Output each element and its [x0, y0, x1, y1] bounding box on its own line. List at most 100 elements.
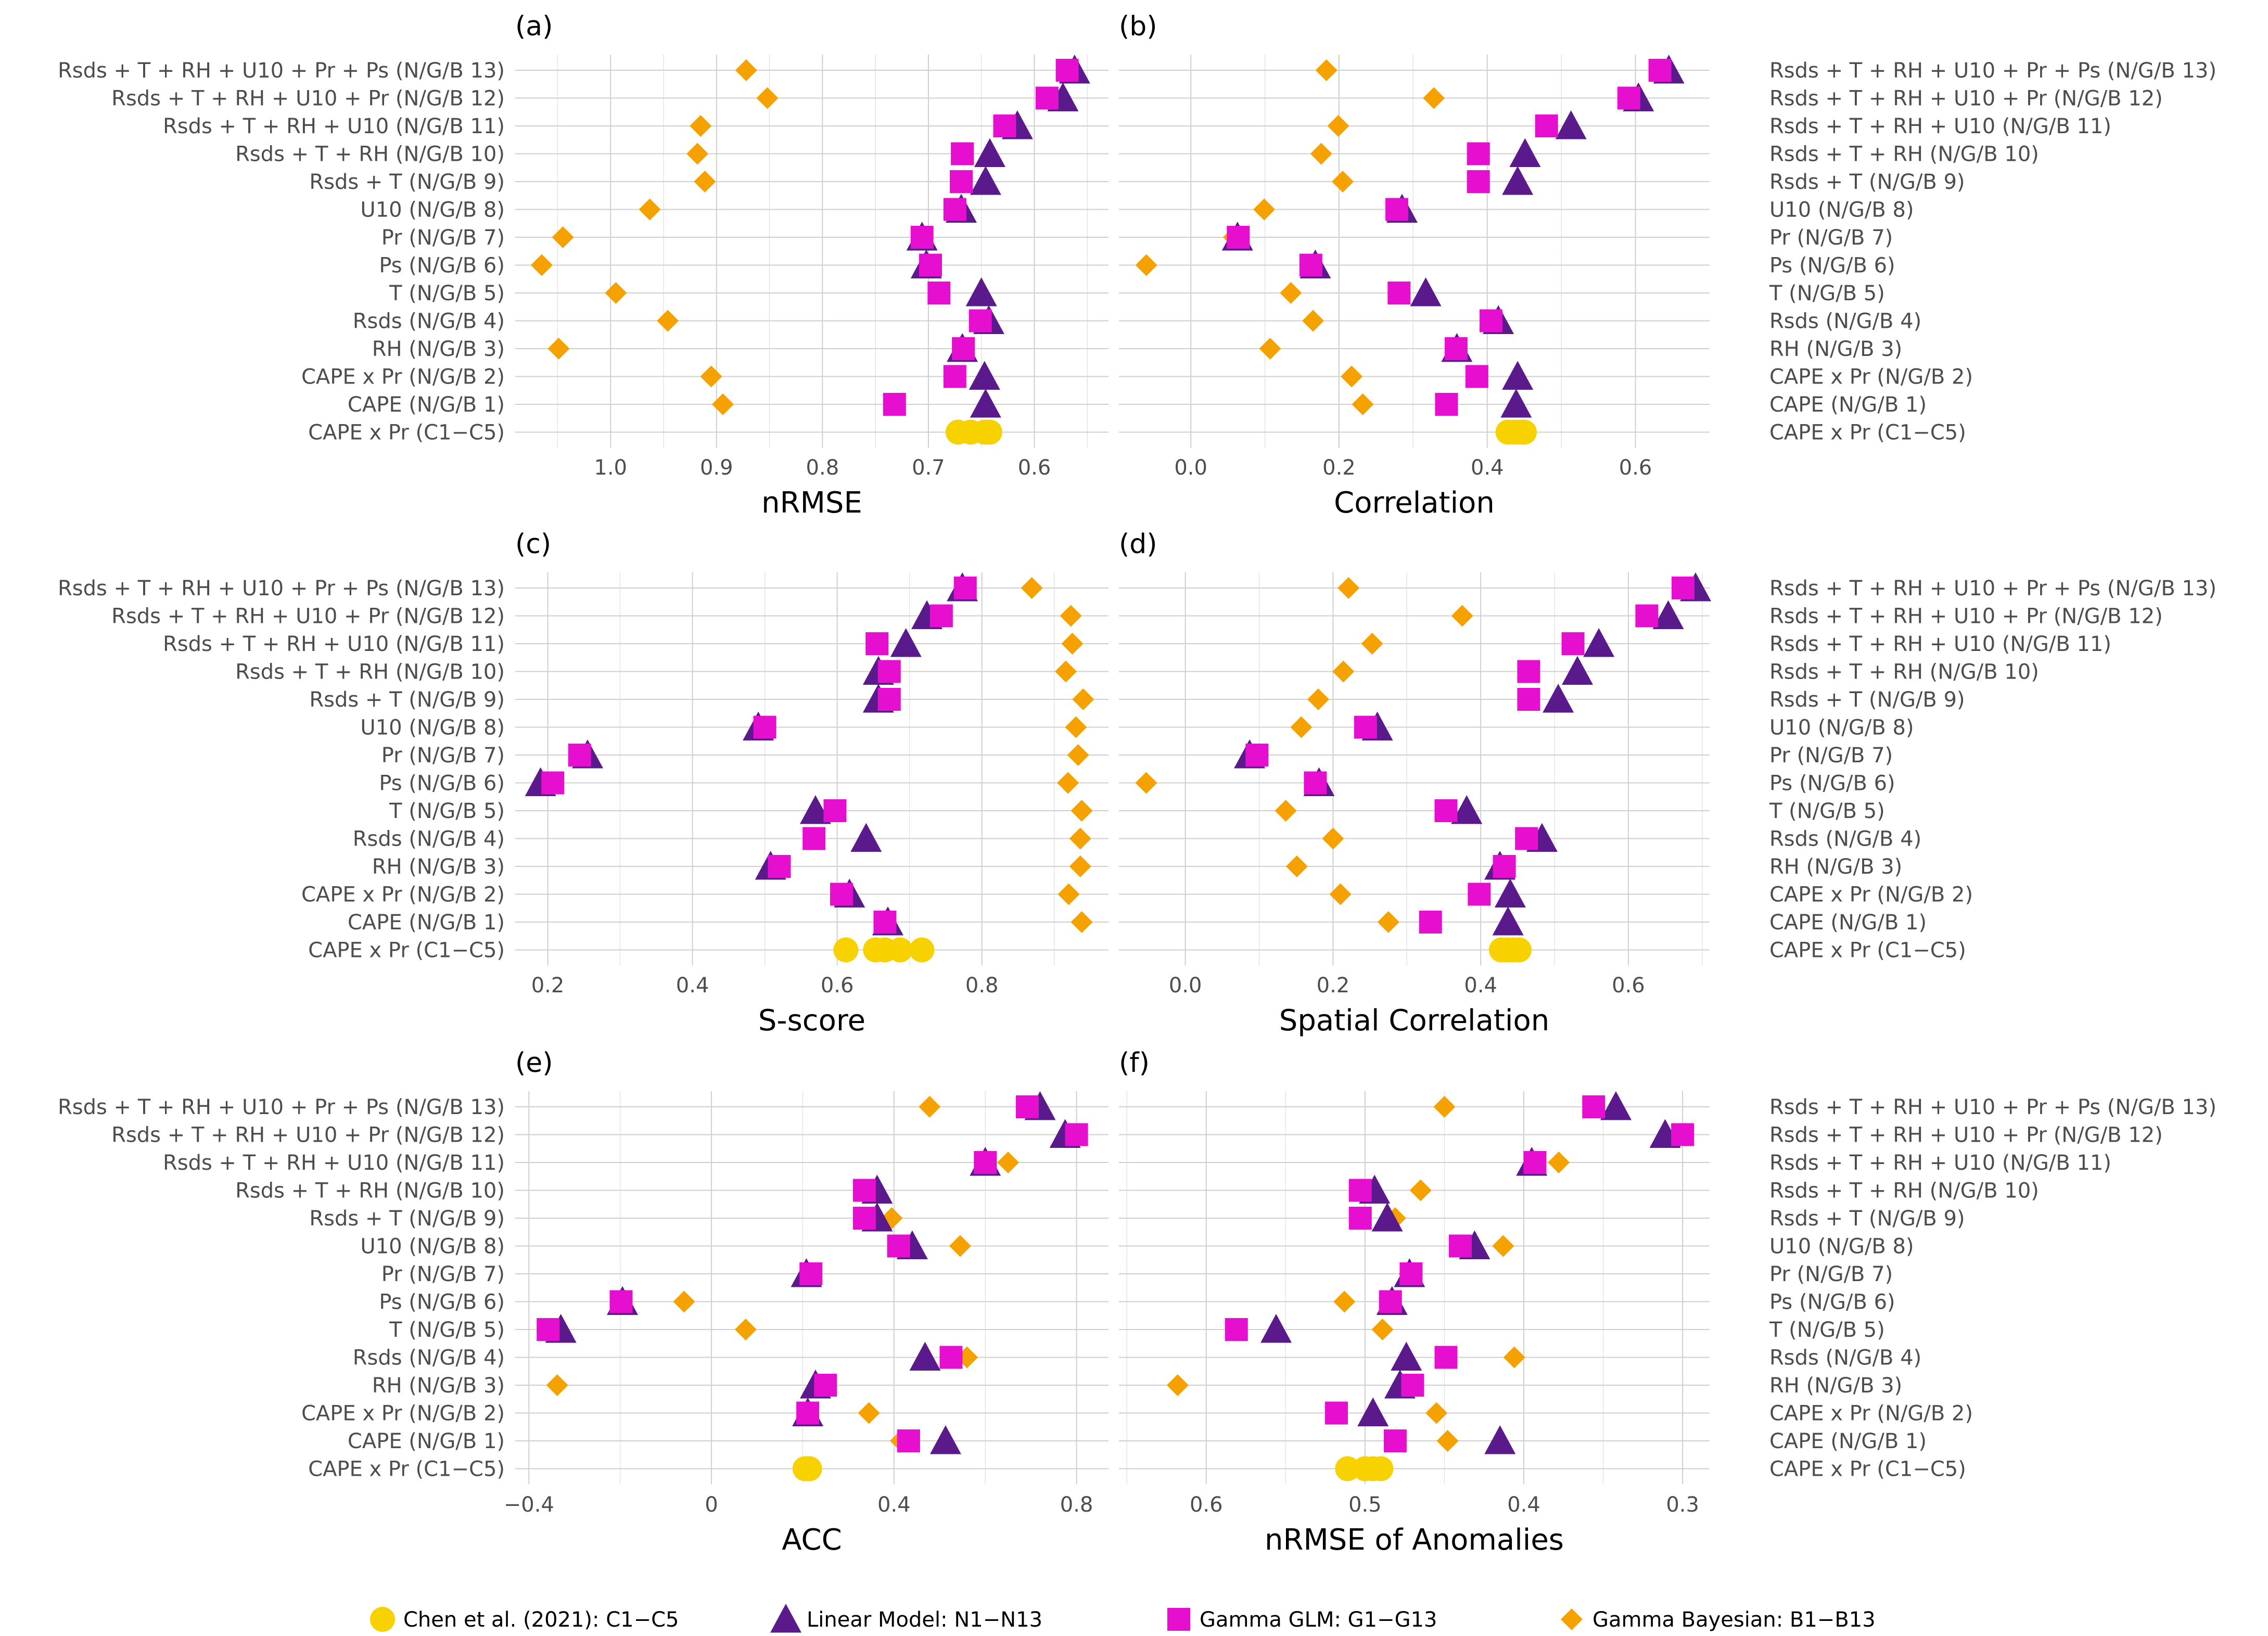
point-bayesian	[734, 1319, 757, 1340]
point-linear	[1555, 110, 1587, 139]
point-bayesian	[1166, 1374, 1189, 1396]
point-bayesian	[686, 143, 709, 165]
point-chen	[909, 937, 935, 963]
point-gamma_glm	[1535, 114, 1558, 137]
x-tick-label: −0.4	[504, 1493, 554, 1517]
category-label: Rsds + T + RH (N/G/B 10)	[1769, 660, 2039, 684]
point-bayesian	[1322, 827, 1344, 850]
point-gamma_glm	[1225, 1318, 1248, 1341]
category-label: CAPE x Pr (N/G/B 2)	[301, 883, 505, 907]
category-label: U10 (N/G/B 8)	[1769, 716, 1914, 740]
point-linear	[1502, 361, 1534, 390]
point-gamma_glm	[1561, 632, 1585, 655]
category-label: Rsds + T + RH (N/G/B 10)	[235, 143, 505, 167]
point-gamma_glm	[1227, 226, 1250, 249]
point-gamma_glm	[919, 253, 942, 277]
point-gamma_glm	[929, 604, 953, 628]
point-gamma_glm	[852, 1179, 876, 1202]
point-gamma_glm	[953, 577, 977, 599]
category-label: RH (N/G/B 3)	[372, 1374, 505, 1398]
legend-label-chen: Chen et al. (2021): C1−C5	[403, 1608, 679, 1632]
point-bayesian	[1423, 87, 1445, 109]
point-gamma_glm	[1434, 1346, 1458, 1369]
category-label: RH (N/G/B 3)	[1769, 1374, 1902, 1398]
point-bayesian	[919, 1096, 941, 1118]
category-label: T (N/G/B 5)	[1769, 1318, 1885, 1342]
point-bayesian	[1433, 1096, 1456, 1118]
x-axis-title: ACC	[782, 1523, 842, 1557]
point-gamma_glm	[1348, 1179, 1372, 1202]
point-gamma_glm	[1467, 170, 1490, 193]
category-label: CAPE x Pr (N/G/B 2)	[1769, 365, 1973, 389]
x-tick-label: 0.2	[1317, 974, 1350, 998]
point-bayesian	[1315, 59, 1337, 81]
category-label: CAPE (N/G/B 1)	[1769, 911, 1927, 935]
point-gamma_glm	[993, 114, 1016, 137]
point-gamma_glm	[1467, 142, 1490, 165]
panel-label: (c)	[515, 529, 551, 560]
point-gamma_glm	[541, 771, 565, 795]
point-gamma_glm	[1515, 827, 1538, 850]
point-linear	[929, 1425, 961, 1454]
point-gamma_glm	[1379, 1290, 1402, 1313]
category-label: Rsds + T + RH (N/G/B 10)	[235, 1179, 505, 1203]
point-bayesian	[530, 254, 553, 276]
point-bayesian	[673, 1290, 695, 1313]
category-label: CAPE x Pr (N/G/B 2)	[1769, 883, 1973, 907]
point-linear	[1484, 1425, 1516, 1454]
category-label: RH (N/G/B 3)	[372, 337, 505, 361]
category-label: T (N/G/B 5)	[1769, 799, 1885, 823]
category-label: Ps (N/G/B 6)	[1769, 254, 1895, 278]
category-label: Rsds (N/G/B 4)	[1769, 827, 1921, 851]
category-label: CAPE x Pr (C1−C5)	[308, 939, 505, 963]
point-bayesian	[712, 393, 734, 415]
x-tick-label: 0.0	[1169, 974, 1202, 998]
point-gamma_glm	[939, 1346, 963, 1369]
point-gamma_glm	[1648, 59, 1672, 82]
legend-label-gamma_glm: Gamma GLM: G1−G13	[1200, 1608, 1437, 1632]
point-bayesian	[1275, 800, 1297, 822]
point-gamma_glm	[1582, 1095, 1606, 1118]
x-tick-label: 0.7	[912, 456, 945, 480]
category-label: Rsds + T + RH + U10 (N/G/B 11)	[163, 1151, 505, 1175]
panel-c: 0.2 0.4 0.6 0.8 Rsds + T + RH + U10 + Pr + P…	[58, 529, 1108, 1038]
point-gamma_glm	[865, 632, 889, 655]
category-label: Rsds + T + RH + U10 + Pr (N/G/B 12)	[1769, 87, 2163, 111]
point-gamma_glm	[887, 1234, 910, 1258]
point-bayesian	[1071, 800, 1093, 822]
point-gamma_glm	[568, 744, 591, 766]
point-linear	[1543, 684, 1574, 713]
category-label: CAPE (N/G/B 1)	[348, 1429, 505, 1453]
point-gamma_glm	[1448, 1234, 1472, 1258]
category-label: CAPE (N/G/B 1)	[348, 393, 505, 417]
point-linear	[799, 795, 831, 824]
x-tick-label: 0.9	[700, 456, 733, 480]
point-linear	[1600, 1091, 1632, 1120]
point-gamma_glm	[1493, 855, 1516, 878]
point-bayesian	[1065, 716, 1087, 738]
point-gamma_glm	[910, 226, 934, 249]
point-bayesian	[1054, 660, 1077, 683]
point-bayesian	[694, 171, 716, 193]
category-label: Rsds + T (N/G/B 9)	[1769, 688, 1965, 712]
point-linear	[1391, 1341, 1422, 1371]
point-bayesian	[1135, 772, 1157, 794]
point-bayesian	[605, 282, 627, 304]
category-label: Rsds + T + RH + U10 + Pr + Ps (N/G/B 13)	[58, 1095, 505, 1119]
category-label: Rsds + T + RH + U10 + Pr + Ps (N/G/B 13)	[1769, 577, 2216, 600]
point-linear	[1492, 906, 1524, 936]
point-gamma_glm	[943, 198, 966, 221]
point-gamma_glm	[1444, 337, 1468, 360]
category-label: Rsds + T + RH + U10 + Pr + Ps (N/G/B 13)	[1769, 1095, 2216, 1119]
point-gamma_glm	[1635, 604, 1659, 628]
legend-marker-gamma_glm	[1167, 1608, 1190, 1631]
point-gamma_glm	[852, 1207, 876, 1230]
panel-b: 0.0 0.2 0.4 0.6 Rsds + T + RH + U10 + Pr + P…	[1119, 11, 2216, 520]
category-label: Ps (N/G/B 6)	[1769, 1290, 1895, 1314]
point-bayesian	[997, 1152, 1020, 1173]
panel-label: (b)	[1119, 11, 1157, 42]
panel-label: (d)	[1119, 529, 1157, 560]
category-label: Rsds + T (N/G/B 9)	[1769, 1207, 1965, 1231]
category-label: T (N/G/B 5)	[389, 1318, 505, 1342]
point-bayesian	[1135, 254, 1157, 276]
